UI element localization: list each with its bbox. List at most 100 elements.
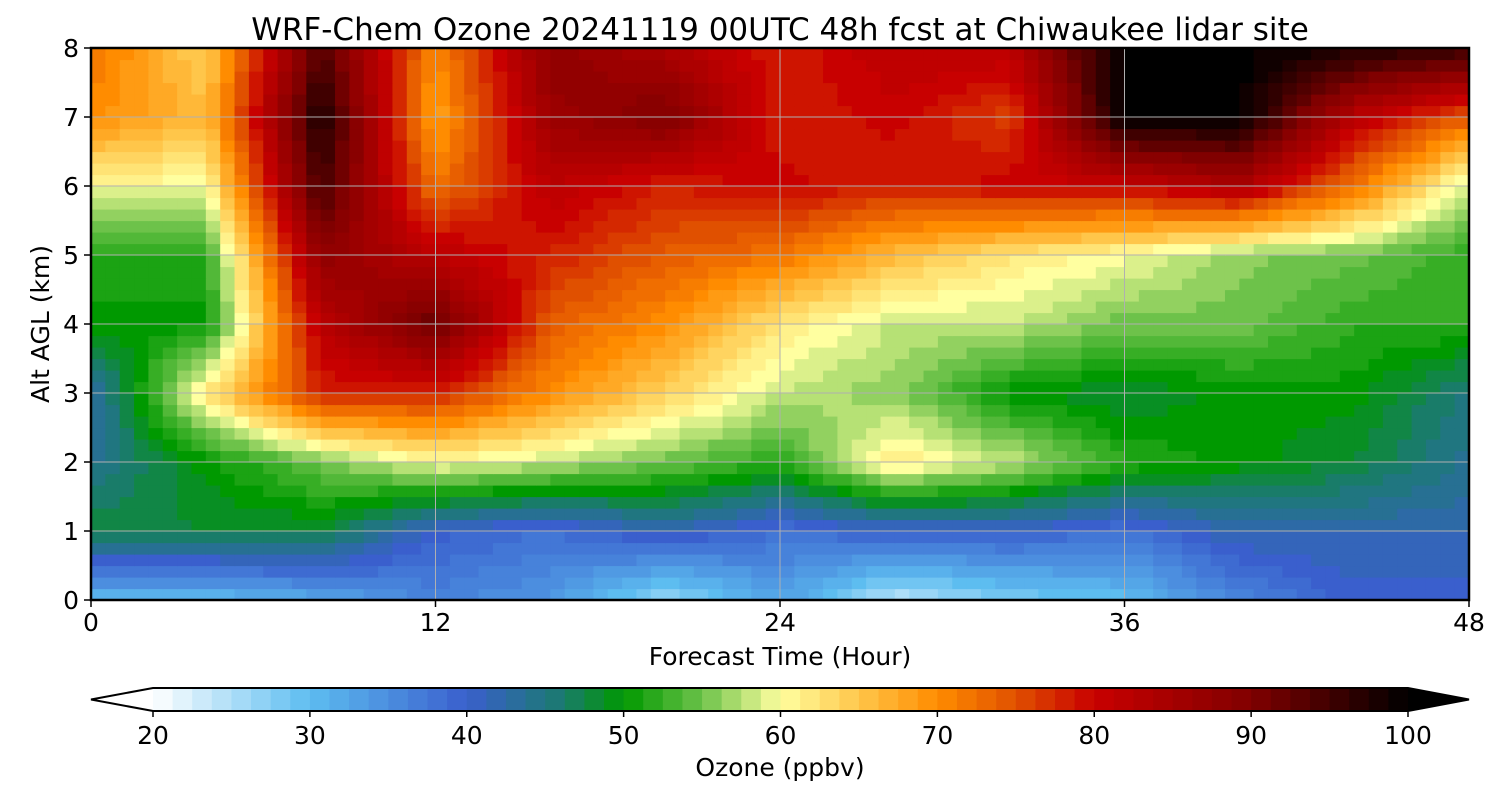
heatmap-cell — [378, 404, 394, 417]
heatmap-cell — [650, 496, 666, 509]
heatmap-cell — [464, 209, 480, 222]
heatmap-cell — [937, 473, 953, 486]
heatmap-cell — [650, 404, 666, 417]
heatmap-cell — [191, 71, 207, 84]
heatmap-cell — [234, 439, 250, 452]
heatmap-cell — [550, 565, 566, 578]
heatmap-cell — [1368, 324, 1384, 337]
heatmap-cell — [1311, 59, 1327, 72]
heatmap-cell — [665, 266, 681, 279]
heatmap-cell — [1354, 278, 1370, 291]
heatmap-cell — [1311, 209, 1327, 222]
heatmap-cell — [1124, 496, 1140, 509]
heatmap-cell — [880, 565, 896, 578]
heatmap-cell — [1454, 335, 1469, 348]
heatmap-cell — [1325, 554, 1341, 567]
heatmap-cell — [1397, 427, 1413, 440]
heatmap-cell — [205, 542, 221, 555]
colorbar-segment — [545, 688, 566, 711]
heatmap-cell — [1253, 220, 1269, 233]
heatmap-cell — [1354, 220, 1370, 233]
heatmap-cell — [1440, 174, 1456, 187]
heatmap-cell — [937, 416, 953, 429]
heatmap-cell — [535, 312, 551, 325]
heatmap-cell — [1454, 197, 1469, 210]
heatmap-cell — [291, 473, 307, 486]
heatmap-cell — [837, 531, 853, 544]
heatmap-cell — [765, 381, 781, 394]
heatmap-cell — [191, 105, 207, 118]
heatmap-cell — [1296, 312, 1312, 325]
heatmap-cell — [234, 186, 250, 199]
heatmap-cell — [205, 197, 221, 210]
heatmap-cell — [866, 508, 882, 521]
heatmap-cell — [378, 439, 394, 452]
heatmap-cell — [1454, 542, 1469, 555]
heatmap-cell — [1368, 404, 1384, 417]
heatmap-cell — [263, 450, 279, 463]
heatmap-cell — [923, 508, 939, 521]
heatmap-cell — [277, 232, 293, 245]
heatmap-cell — [1397, 450, 1413, 463]
heatmap-cell — [492, 416, 508, 429]
heatmap-cell — [263, 519, 279, 532]
heatmap-cell — [263, 220, 279, 233]
heatmap-cell — [909, 565, 925, 578]
heatmap-cell — [1153, 439, 1169, 452]
heatmap-cell — [579, 243, 594, 256]
heatmap-cell — [1224, 588, 1240, 600]
heatmap-cell — [866, 577, 882, 590]
heatmap-cell — [1052, 312, 1068, 325]
heatmap-cell — [966, 163, 982, 176]
heatmap-cell — [851, 462, 867, 475]
heatmap-cell — [622, 220, 638, 233]
heatmap-cell — [535, 554, 551, 567]
heatmap-cell — [808, 588, 824, 600]
heatmap-cell — [593, 278, 609, 291]
heatmap-cell — [478, 462, 494, 475]
heatmap-cell — [1425, 94, 1441, 107]
heatmap-cell — [406, 48, 422, 61]
heatmap-cell — [1067, 554, 1083, 567]
heatmap-cell — [1296, 519, 1312, 532]
heatmap-cell — [1167, 174, 1183, 187]
heatmap-cell — [751, 577, 767, 590]
heatmap-cell — [306, 94, 322, 107]
heatmap-cell — [966, 220, 982, 233]
heatmap-cell — [248, 197, 264, 210]
heatmap-cell — [636, 519, 652, 532]
heatmap-cell — [665, 588, 681, 600]
heatmap-cell — [1440, 232, 1456, 245]
heatmap-cell — [1282, 59, 1298, 72]
heatmap-cell — [435, 542, 451, 555]
heatmap-cell — [952, 496, 968, 509]
heatmap-cell — [1167, 312, 1183, 325]
heatmap-cell — [650, 140, 666, 153]
heatmap-cell — [1368, 59, 1384, 72]
heatmap-cell — [708, 439, 724, 452]
heatmap-cell — [1354, 439, 1370, 452]
heatmap-cell — [622, 278, 638, 291]
heatmap-cell — [134, 462, 150, 475]
heatmap-cell — [205, 82, 221, 95]
heatmap-cell — [234, 519, 250, 532]
heatmap-cell — [363, 370, 379, 383]
heatmap-cell — [1296, 565, 1312, 578]
heatmap-cell — [1224, 220, 1240, 233]
heatmap-cell — [1038, 71, 1054, 84]
heatmap-cell — [1110, 531, 1126, 544]
heatmap-cell — [765, 174, 781, 187]
heatmap-cell — [579, 278, 594, 291]
heatmap-cell — [1239, 255, 1255, 268]
heatmap-cell — [665, 105, 681, 118]
heatmap-cell — [277, 255, 293, 268]
heatmap-cell — [406, 140, 422, 153]
heatmap-cell — [306, 48, 322, 61]
colorbar-segment — [192, 688, 213, 711]
heatmap-cell — [378, 508, 394, 521]
heatmap-cell — [808, 462, 824, 475]
heatmap-cell — [335, 393, 350, 406]
heatmap-cell — [1354, 450, 1370, 463]
heatmap-cell — [995, 220, 1011, 233]
heatmap-cell — [679, 393, 695, 406]
